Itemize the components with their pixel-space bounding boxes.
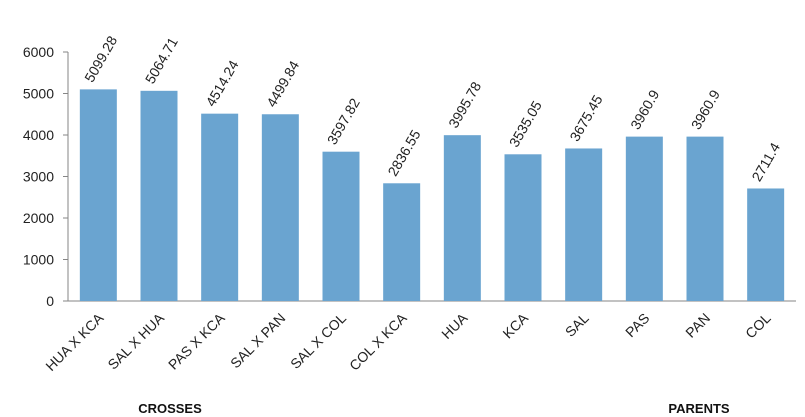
bar [79, 89, 117, 301]
data-label: 3597.82 [324, 95, 363, 147]
x-tick-label: PAS X KCA [165, 309, 228, 372]
bar [686, 136, 724, 301]
data-label: 4514.24 [202, 57, 241, 109]
bar [383, 183, 421, 301]
data-label: 2836.55 [384, 127, 423, 179]
y-tick-label: 3000 [23, 169, 54, 185]
x-tick-label: SAL X COL [287, 310, 349, 372]
bar [322, 151, 360, 301]
data-label: 5064.71 [142, 34, 181, 86]
data-label: 5099.28 [81, 33, 120, 85]
group-label: CROSSES [138, 401, 202, 416]
y-tick-label: 5000 [23, 86, 54, 102]
x-tick-label: PAS [622, 310, 652, 340]
y-tick-label: 6000 [23, 44, 54, 60]
data-label: 4499.84 [263, 58, 302, 110]
data-label: 2711.4 [748, 140, 783, 184]
x-tick-label: PAN [682, 310, 713, 341]
y-tick-label: 1000 [23, 252, 54, 268]
x-tick-label: HUA [438, 309, 471, 342]
bar [261, 114, 299, 301]
group-label: PARENTS [668, 401, 729, 416]
y-tick-label: 2000 [23, 210, 54, 226]
data-label: 3535.05 [506, 98, 545, 150]
group-labels: CROSSES PARENTS [138, 401, 730, 416]
data-label: 3675.45 [566, 92, 605, 144]
data-label: 3960.9 [627, 87, 662, 132]
bar [201, 113, 239, 301]
data-label: 3960.9 [688, 87, 723, 132]
bar [504, 154, 542, 301]
bar [565, 148, 603, 301]
data-labels: 5099.28 5064.71 4514.24 4499.84 3597.82 2836.… [81, 33, 783, 184]
bar [625, 136, 663, 301]
x-tick-label: SAL [562, 310, 592, 340]
bar [747, 188, 785, 301]
x-tick-label: HUA X KCA [42, 309, 107, 374]
y-tick-label: 0 [46, 293, 54, 309]
data-label: 3995.78 [445, 79, 484, 131]
x-tick-label: SAL X HUA [104, 309, 167, 372]
bar [140, 90, 178, 301]
y-tick-label: 4000 [23, 127, 54, 143]
x-tick-label: COL [742, 310, 774, 342]
axes: 0 1000 2000 3000 4000 5000 6000 [23, 44, 796, 309]
x-tick-label: KCA [499, 309, 531, 341]
bar [443, 135, 481, 301]
bars [79, 89, 785, 301]
x-tick-label: COL X KCA [346, 309, 410, 373]
x-tick-label: SAL X PAN [227, 310, 288, 371]
